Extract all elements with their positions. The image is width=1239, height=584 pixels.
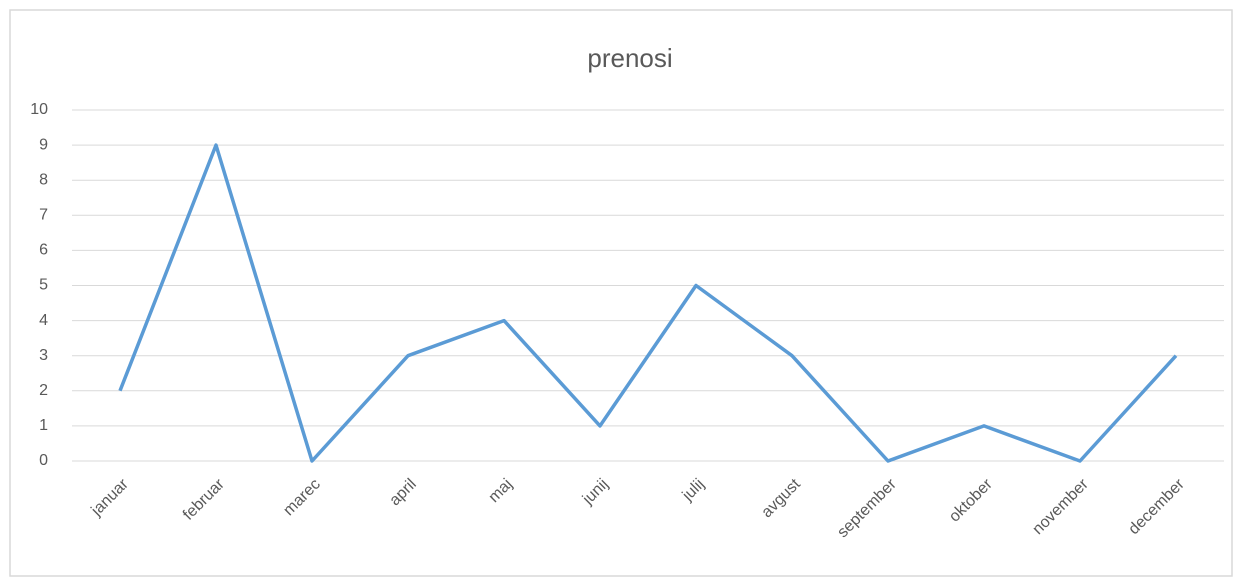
- y-tick-label: 3: [39, 347, 48, 364]
- y-tick-label: 10: [30, 101, 48, 118]
- chart-border: [9, 9, 1233, 577]
- y-tick-label: 5: [39, 277, 48, 294]
- y-tick-label: 4: [39, 312, 48, 329]
- y-tick-label: 9: [39, 136, 48, 153]
- y-tick-label: 6: [39, 242, 48, 259]
- y-tick-label: 0: [39, 452, 48, 469]
- y-tick-label: 7: [39, 207, 48, 224]
- y-tick-label: 2: [39, 382, 48, 399]
- y-tick-label: 8: [39, 171, 48, 188]
- y-tick-label: 1: [39, 417, 48, 434]
- chart-title: prenosi: [587, 43, 672, 73]
- data-line: [118, 143, 1178, 463]
